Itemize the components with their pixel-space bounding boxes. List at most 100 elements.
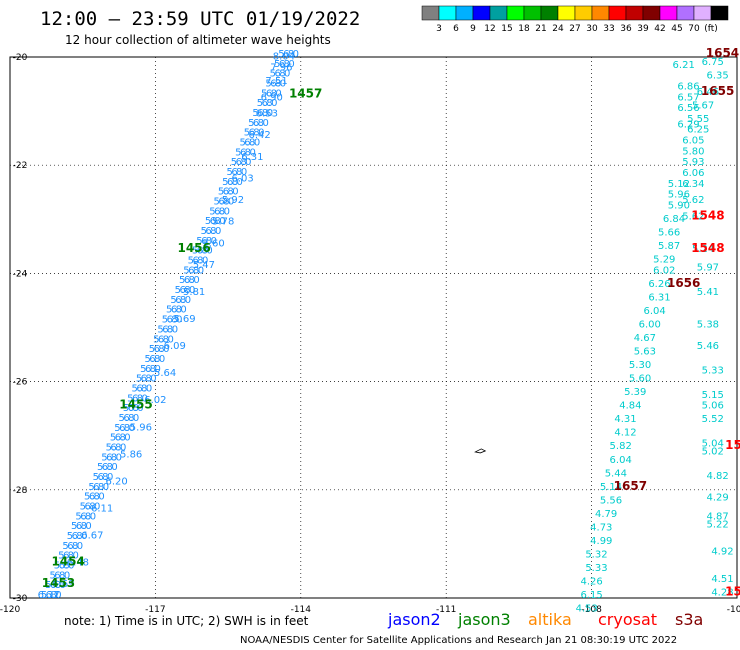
- swh-label: 7.96: [270, 63, 292, 74]
- track-mark: 5.8: [149, 344, 165, 355]
- colorbar-label: 33: [603, 24, 614, 34]
- swh-label: 6.31: [648, 292, 670, 303]
- track-mark: 6.0: [149, 354, 165, 365]
- swh-label: 5.06: [702, 401, 724, 412]
- time-label: 1548: [691, 208, 724, 222]
- colorbar-swatch: [625, 5, 644, 21]
- colorbar-swatch: [438, 5, 457, 21]
- track-mark: 5.8: [231, 157, 247, 168]
- swh-label: 4.79: [595, 509, 617, 520]
- track-mark: 6.0: [283, 49, 299, 60]
- track-mark: 5.8: [45, 580, 61, 591]
- chart-subtitle: 12 hour collection of altimeter wave hei…: [65, 33, 331, 47]
- track-mark: 5.8: [235, 147, 251, 158]
- swh-label: 5.67: [692, 100, 714, 111]
- track-mark: 6.0: [244, 138, 260, 149]
- track-mark: 6.0: [275, 69, 291, 80]
- swh-label: 5.44: [605, 468, 627, 479]
- track-mark: 6.0: [236, 157, 252, 168]
- track-mark: 5.8: [101, 452, 117, 463]
- track-mark: 6.0: [240, 147, 256, 158]
- legend-entry-jason2: jason2: [387, 610, 441, 629]
- colorbar-label: 36: [620, 24, 632, 34]
- colorbar-label: 6: [453, 24, 459, 34]
- track-mark: 5.8: [175, 285, 191, 296]
- swh-label: 4.82: [706, 471, 728, 482]
- time-label: 1547: [725, 438, 740, 452]
- track-mark: 6.0: [210, 216, 226, 227]
- swh-label: 6.90: [261, 92, 283, 103]
- colorbar-label: 3: [436, 24, 442, 34]
- track-mark: 6.0: [54, 570, 70, 581]
- time-label: 1455: [119, 398, 152, 412]
- swh-label: 5.66: [658, 228, 680, 239]
- island-outline: [474, 448, 487, 454]
- track-mark: 6.0: [197, 246, 213, 257]
- swh-label: 6.67: [81, 530, 103, 541]
- swh-label: 5.52: [702, 414, 724, 425]
- swh-label: 5.60: [202, 238, 224, 249]
- swh-label: 6.04: [610, 455, 632, 466]
- swh-label: 6.34: [682, 179, 704, 190]
- colorbar-swatch: [591, 5, 610, 21]
- footer-credit: NOAA/NESDIS Center for Satellite Applica…: [240, 635, 677, 646]
- swh-label: 5.33: [585, 563, 607, 574]
- x-tick-label: -114: [291, 605, 312, 615]
- y-tick-label: -22: [13, 161, 28, 171]
- track-mark: 5.8: [252, 108, 268, 119]
- swh-label: 5.29: [653, 255, 675, 266]
- track-mark: 6.0: [171, 305, 187, 316]
- swh-label: 5.63: [634, 347, 656, 358]
- track-mark: 6.0: [93, 482, 109, 493]
- track-mark: 5.8: [58, 551, 74, 562]
- track-mark: 5.8: [218, 187, 234, 198]
- swh-label: 6.46: [697, 87, 719, 98]
- y-tick-label: -24: [13, 269, 28, 279]
- track-mark: 6.0: [110, 442, 126, 453]
- swh-label: 6.21: [673, 60, 695, 71]
- track-mark: 5.8: [41, 590, 57, 601]
- colorbar-label: 12: [484, 24, 495, 34]
- colorbar-label: 42: [654, 24, 665, 34]
- x-tick-label: -120: [0, 605, 20, 615]
- track-mark: 5.8: [179, 275, 195, 286]
- plot-frame: [9, 56, 738, 599]
- track-mark: 6.0: [97, 472, 113, 483]
- swh-label: 6.05: [682, 136, 704, 147]
- track-mark: 6.0: [63, 551, 79, 562]
- swh-label: 5.38: [697, 320, 719, 331]
- track-mark: 5.8: [49, 570, 65, 581]
- colorbar-label: 15: [501, 24, 512, 34]
- legend-entry-jason3: jason3: [457, 610, 511, 629]
- track-mark: 5.8: [257, 98, 273, 109]
- colorbar-swatch: [608, 5, 627, 21]
- swh-label: 5.30: [629, 360, 651, 371]
- colorbar-swatch: [659, 5, 678, 21]
- track-mark: 6.0: [158, 334, 174, 345]
- track-mark: 5.8: [196, 236, 212, 247]
- track-mark: 5.8: [209, 206, 225, 217]
- track-mark: 6.0: [257, 108, 273, 119]
- swh-label: 4.92: [711, 547, 733, 558]
- time-label: 1454: [51, 555, 84, 569]
- swh-label: 6.09: [164, 341, 186, 352]
- track-mark: 5.8: [131, 383, 147, 394]
- swh-label: 8.04: [273, 52, 295, 63]
- track-mark: 6.0: [249, 128, 265, 139]
- colorbar-swatch: [676, 5, 695, 21]
- y-tick-label: -30: [13, 594, 28, 604]
- colorbar-swatch: [455, 5, 474, 21]
- swh-label: 6.00: [639, 320, 661, 331]
- swh-label: 5.04: [702, 439, 724, 450]
- swh-label: 5.47: [193, 260, 215, 271]
- colorbar-label: 70: [688, 24, 700, 34]
- time-label: 1657: [614, 479, 647, 493]
- track-mark: 5.8: [67, 531, 83, 542]
- swh-label: 6.26: [648, 279, 670, 290]
- track-mark: 6.0: [231, 167, 247, 178]
- track-mark: 6.0: [115, 433, 131, 444]
- time-label: 1453: [42, 576, 75, 590]
- track-mark: 5.8: [278, 49, 294, 60]
- y-tick-label: -26: [13, 378, 28, 388]
